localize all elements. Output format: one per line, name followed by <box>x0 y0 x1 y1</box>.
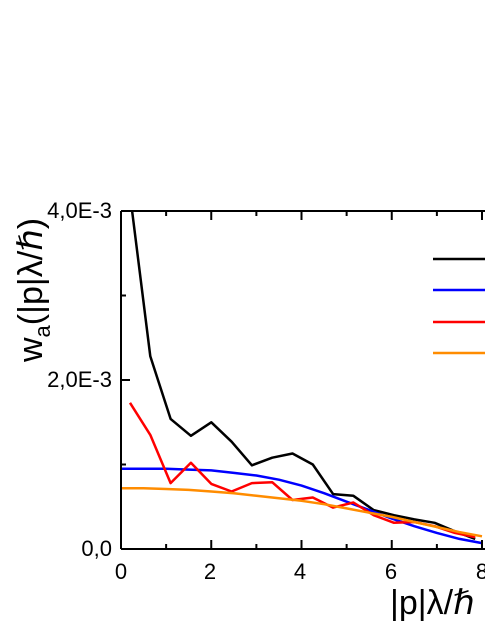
y-axis-title-rest: (|p|λ/ℏ) <box>12 218 50 325</box>
y-axis-title-main: w <box>12 337 50 363</box>
series-line-1 <box>130 210 476 541</box>
x-tick-label-8: 8 <box>476 559 485 584</box>
y-axis-title: wa(|p|λ/ℏ) <box>12 218 55 363</box>
y-axis-title-sub: a <box>30 324 55 337</box>
y-tick-label-top: 4,0E-3 <box>47 198 112 223</box>
series-line-2 <box>121 467 483 545</box>
x-tick-label-4: 4 <box>294 559 306 584</box>
x-tick-label-2: 2 <box>204 559 216 584</box>
series-layer <box>121 210 483 545</box>
legend <box>433 257 485 355</box>
y-tick-label-mid: 2,0E-3 <box>47 367 112 392</box>
x-tick-label-0: 0 <box>115 559 127 584</box>
series-line-4 <box>121 486 483 538</box>
x-tick-label-6: 6 <box>385 559 397 584</box>
tick-layer <box>120 210 483 550</box>
x-axis-title: |p|λ/ℏ <box>390 584 475 622</box>
y-tick-label-bottom: 0,0 <box>81 536 112 561</box>
